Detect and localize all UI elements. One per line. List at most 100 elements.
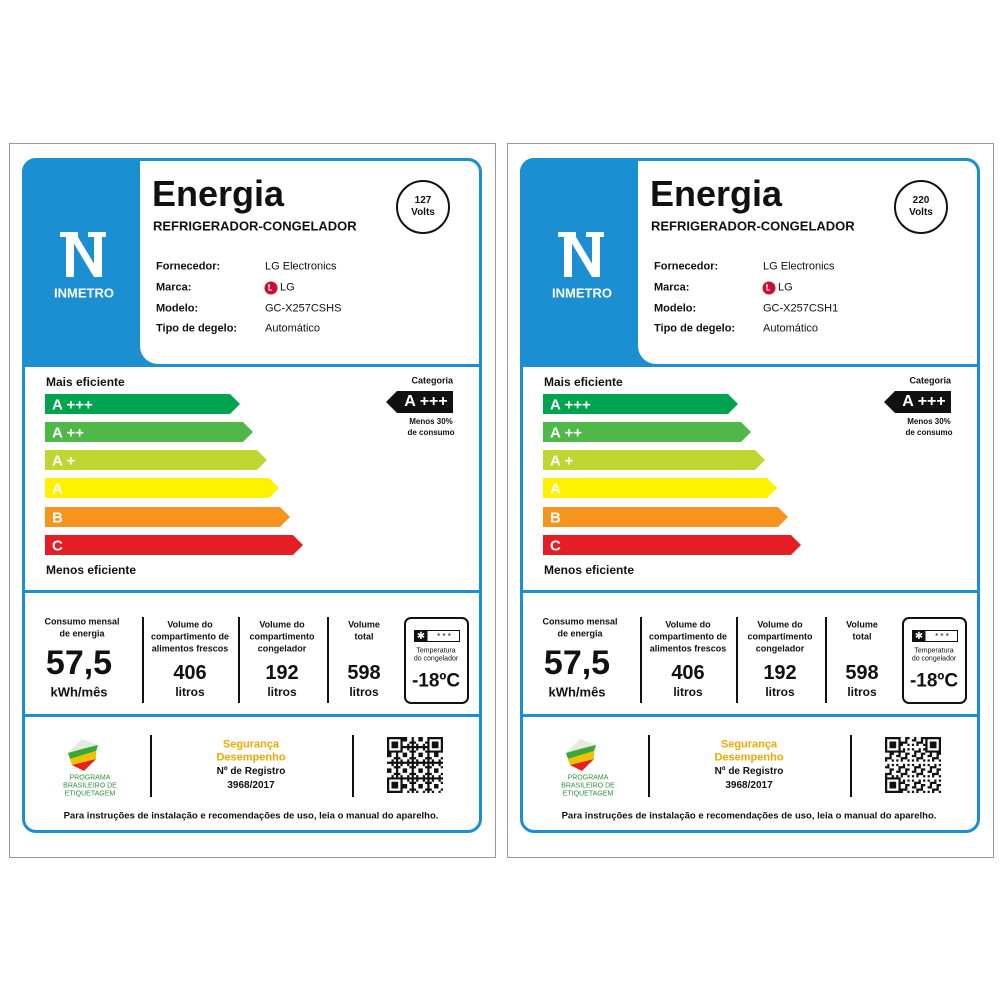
volume-label: compartimento: [747, 631, 813, 642]
shape: [568, 751, 594, 765]
inmetro-mark: [558, 232, 604, 277]
voltage-unit: Volts: [909, 207, 933, 218]
volume-label: congelador: [755, 643, 805, 654]
scale-top: Mais eficiente: [46, 375, 125, 389]
column-divider: [850, 735, 852, 797]
category-value: A +++: [902, 393, 946, 410]
field-value: GC-X257CSH1: [763, 302, 839, 315]
field-value: GC-X257CSHS: [265, 302, 342, 315]
volume-value: 598: [347, 662, 381, 684]
temperature-label: Temperatura: [416, 647, 456, 655]
efficiency-class: B: [550, 509, 561, 527]
efficiency-bar: [45, 535, 303, 555]
registry-seal: Desempenho: [216, 751, 286, 764]
outer-border: [507, 143, 994, 858]
voltage-circle: [894, 180, 948, 234]
footer-note: Para instruções de instalação e recomend…: [63, 810, 439, 822]
column-divider: [238, 617, 240, 703]
shape: [570, 759, 594, 771]
efficiency-class: A +++: [550, 396, 591, 414]
field-label: Tipo de degelo:: [156, 322, 238, 335]
voltage-value: 127: [414, 195, 432, 206]
column-divider: [327, 617, 329, 703]
efficiency-class: C: [52, 537, 63, 555]
efficiency-bar: [543, 507, 788, 527]
volume-label: Volume: [846, 619, 878, 630]
consumption-unit: kWh/mês: [50, 684, 108, 700]
volume-label: alimentos frescos: [151, 643, 229, 654]
outer-border: [9, 143, 496, 858]
consumption-unit: kWh/mês: [548, 684, 606, 700]
shape: [885, 737, 941, 793]
volume-label: compartimento de: [648, 631, 728, 642]
category-note: Menos 30%: [409, 417, 453, 426]
column-divider: [825, 617, 827, 703]
category-value: A +++: [404, 393, 448, 410]
efficiency-class: A: [52, 480, 63, 498]
voltage-value: 220: [912, 195, 930, 206]
volume-unit: litros: [765, 685, 795, 699]
efficiency-class: B: [52, 509, 63, 527]
program-text: BRASILEIRO DE: [561, 782, 615, 790]
program-text: ETIQUETAGEM: [64, 790, 116, 798]
scale-bottom: Menos eficiente: [544, 563, 635, 577]
field-value: LG: [778, 281, 793, 294]
lg-logo: [264, 281, 278, 295]
volume-label: compartimento: [249, 631, 315, 642]
pbe-logo: [68, 739, 98, 771]
efficiency-class: A ++: [550, 424, 582, 442]
volume-value: 192: [763, 662, 797, 684]
shape: [558, 232, 576, 277]
subtitle: REFRIGERADOR-CONGELADOR: [153, 218, 357, 234]
pbe-logo: [566, 739, 596, 771]
registry-heading: Nº de Registro: [216, 766, 286, 777]
scale-bottom: Menos eficiente: [46, 563, 137, 577]
efficiency-class: A +++: [52, 396, 93, 414]
energy-label: INMETRO Energia REFRIGERADOR-CONGELADOR 220…: [498, 0, 998, 870]
shape: ✱: [417, 631, 425, 642]
efficiency-class: A: [550, 480, 561, 498]
separator: [22, 714, 482, 717]
temperature-box: [902, 617, 967, 704]
efficiency-bar: [543, 450, 765, 470]
efficiency-bar: [543, 394, 738, 414]
efficiency-bar: [543, 478, 777, 498]
volume-label: total: [852, 631, 872, 642]
separator: [520, 714, 980, 717]
shape: [70, 237, 102, 277]
subtitle: REFRIGERADOR-CONGELADOR: [651, 218, 855, 234]
shape: [568, 237, 600, 277]
temperature-label: Temperatura: [914, 647, 954, 655]
volume-unit: litros: [175, 685, 205, 699]
efficiency-bar: [45, 450, 267, 470]
shape: [70, 751, 96, 765]
efficiency-bar: [45, 394, 240, 414]
freezer-icon: ✱ * * *: [912, 630, 958, 642]
field-value: LG Electronics: [763, 260, 835, 273]
shape: [762, 281, 776, 295]
registry-number: 3968/2017: [227, 780, 275, 791]
column-divider: [648, 735, 650, 797]
volume-label: total: [354, 631, 374, 642]
temperature-box: [404, 617, 469, 704]
volume-value: 406: [671, 662, 705, 684]
footer-note: Para instruções de instalação e recomend…: [561, 810, 937, 822]
volume-unit: litros: [267, 685, 297, 699]
category-note: de consumo: [407, 428, 455, 437]
lg-logo: [762, 281, 776, 295]
efficiency-class: A ++: [52, 424, 84, 442]
column-divider: [352, 735, 354, 797]
inmetro-mark: [60, 232, 106, 277]
efficiency-bar: [45, 478, 279, 498]
efficiency-bar: [543, 535, 801, 555]
field-label: Fornecedor:: [156, 260, 221, 273]
program-text: PROGRAMA: [69, 774, 111, 782]
volume-value: 192: [265, 662, 299, 684]
shape: * * *: [935, 632, 949, 641]
temperature-value: -18ºC: [411, 670, 461, 692]
category-note: de consumo: [905, 428, 953, 437]
shape: [766, 284, 770, 291]
program-text: PROGRAMA: [567, 774, 609, 782]
shape: [387, 737, 443, 793]
